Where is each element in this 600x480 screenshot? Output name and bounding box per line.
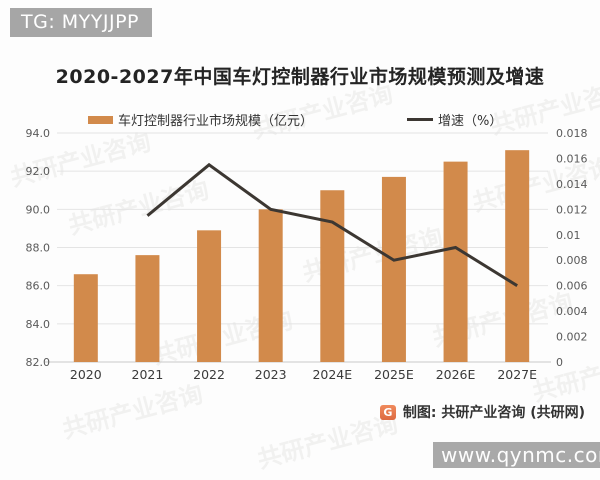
footer-credit-row: G 制图: 共研产业咨询 (共研网) xyxy=(0,402,585,422)
market-size-bar xyxy=(505,150,530,362)
left-axis-tick-label: 88.0 xyxy=(26,242,51,255)
line-series-swatch xyxy=(407,118,433,121)
site-url-watermark: www.qynmc.com xyxy=(433,442,600,468)
right-axis-tick-label: 0.006 xyxy=(556,280,588,293)
x-axis-category-label: 2021 xyxy=(132,367,164,382)
x-axis-category-label: 2025E xyxy=(374,367,414,382)
left-axis-tick-label: 86.0 xyxy=(26,280,51,293)
x-axis-category-label: 2023 xyxy=(255,367,287,382)
bar-series-swatch xyxy=(88,115,113,124)
market-size-bar xyxy=(443,161,468,362)
left-axis-tick-label: 82.0 xyxy=(26,356,51,369)
right-axis-tick-label: 0.002 xyxy=(556,331,588,344)
market-size-bar xyxy=(320,190,345,362)
right-axis-tick-label: 0.018 xyxy=(556,127,588,140)
gongyan-logo-icon: G xyxy=(379,404,396,420)
left-axis-tick-label: 90.0 xyxy=(26,203,51,216)
legend-item-growth: 增速（%） xyxy=(407,110,502,129)
right-axis-tick-label: 0.01 xyxy=(556,229,581,242)
left-axis-tick-label: 92.0 xyxy=(26,165,51,178)
legend-label-growth: 增速（%） xyxy=(438,114,503,129)
chart-title: 2020-2027年中国车灯控制器行业市场规模预测及增速 xyxy=(55,66,545,88)
x-axis-category-label: 2024E xyxy=(312,367,352,382)
market-size-bar xyxy=(381,176,406,362)
market-size-bar xyxy=(73,274,98,362)
right-axis-tick-label: 0.012 xyxy=(556,203,588,216)
right-axis-tick-label: 0.004 xyxy=(556,305,588,318)
left-axis-tick-label: 84.0 xyxy=(26,318,51,331)
left-axis-tick-label: 94.0 xyxy=(26,127,51,140)
x-axis-category-label: 2027E xyxy=(497,367,537,382)
growth-rate-line xyxy=(146,162,518,287)
market-size-growth-chart: 94.0 92.0 90.0 88.0 86.0 84.0 82.0 0.018 0.016 0.… xyxy=(26,127,588,382)
market-size-bar xyxy=(258,209,283,362)
right-axis-tick-label: 0.008 xyxy=(556,254,588,267)
x-axis-category-label: 2022 xyxy=(193,367,225,382)
credit-text: 制图: 共研产业咨询 (共研网) xyxy=(402,405,585,421)
right-axis-tick-label: 0 xyxy=(556,356,563,369)
x-axis-category-label: 2020 xyxy=(70,367,102,382)
right-axis-tick-label: 0.016 xyxy=(556,152,588,165)
telegram-badge: TG: MYYJJPP xyxy=(10,8,152,37)
right-axis-tick-label: 0.014 xyxy=(556,178,588,191)
market-size-bar xyxy=(135,255,160,362)
legend-item-market-size: 车灯控制器行业市场规模（亿元） xyxy=(88,110,313,129)
x-axis-category-label: 2026E xyxy=(436,367,476,382)
market-size-bar xyxy=(197,230,222,362)
legend-label-market-size: 车灯控制器行业市场规模（亿元） xyxy=(118,114,314,129)
